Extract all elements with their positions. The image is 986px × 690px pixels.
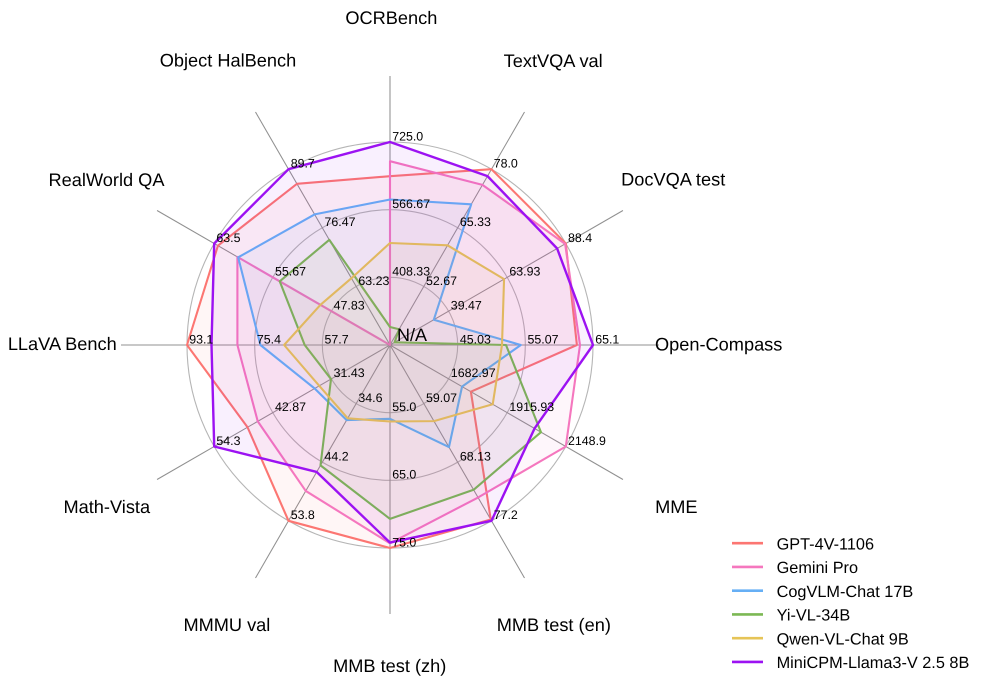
svg-text:55.67: 55.67 [275, 265, 306, 279]
svg-text:Qwen-VL-Chat 9B: Qwen-VL-Chat 9B [777, 630, 909, 648]
svg-text:Gemini Pro: Gemini Pro [777, 559, 858, 577]
svg-text:RealWorld QA: RealWorld QA [49, 170, 166, 190]
svg-text:MMMU val: MMMU val [183, 615, 270, 635]
svg-text:408.33: 408.33 [392, 265, 430, 279]
svg-text:53.8: 53.8 [291, 508, 315, 522]
svg-text:Yi-VL-34B: Yi-VL-34B [777, 607, 851, 625]
svg-text:MiniCPM-Llama3-V 2.5 8B: MiniCPM-Llama3-V 2.5 8B [777, 654, 970, 672]
svg-text:34.6: 34.6 [358, 391, 382, 405]
svg-text:MMB test (zh): MMB test (zh) [333, 656, 446, 676]
svg-text:N/A: N/A [397, 325, 427, 345]
svg-text:63.5: 63.5 [216, 231, 240, 245]
svg-text:78.0: 78.0 [494, 157, 518, 171]
svg-text:MMB test (en): MMB test (en) [497, 615, 611, 635]
svg-text:566.67: 566.67 [392, 197, 430, 211]
svg-text:63.23: 63.23 [358, 274, 389, 288]
svg-text:DocVQA test: DocVQA test [621, 170, 725, 190]
svg-text:65.0: 65.0 [392, 468, 416, 482]
svg-text:65.33: 65.33 [460, 215, 491, 229]
svg-text:88.4: 88.4 [568, 231, 592, 245]
svg-text:Object HalBench: Object HalBench [160, 50, 296, 70]
svg-text:93.1: 93.1 [189, 332, 213, 346]
svg-text:77.2: 77.2 [494, 508, 518, 522]
svg-text:Math-Vista: Math-Vista [63, 497, 150, 517]
svg-text:31.43: 31.43 [334, 366, 365, 380]
svg-text:75.4: 75.4 [257, 332, 281, 346]
svg-text:45.03: 45.03 [460, 332, 491, 346]
svg-text:2148.9: 2148.9 [568, 434, 606, 448]
svg-text:76.47: 76.47 [325, 215, 356, 229]
svg-text:Open-Compass: Open-Compass [655, 334, 782, 354]
svg-text:47.83: 47.83 [334, 299, 365, 313]
svg-text:57.7: 57.7 [325, 332, 349, 346]
svg-text:65.1: 65.1 [595, 332, 619, 346]
svg-text:54.3: 54.3 [216, 434, 240, 448]
svg-text:44.2: 44.2 [325, 450, 349, 464]
svg-text:39.47: 39.47 [451, 299, 482, 313]
svg-text:55.0: 55.0 [392, 400, 416, 414]
svg-text:725.0: 725.0 [392, 129, 423, 143]
svg-text:42.87: 42.87 [275, 400, 306, 414]
svg-text:89.7: 89.7 [291, 157, 315, 171]
svg-text:68.13: 68.13 [460, 450, 491, 464]
svg-text:GPT-4V-1106: GPT-4V-1106 [777, 535, 874, 553]
svg-text:1915.93: 1915.93 [509, 400, 554, 414]
svg-text:OCRBench: OCRBench [345, 8, 437, 28]
svg-text:55.07: 55.07 [528, 332, 559, 346]
svg-text:75.0: 75.0 [392, 535, 416, 549]
svg-text:1682.97: 1682.97 [451, 366, 496, 380]
svg-text:MME: MME [655, 497, 697, 517]
svg-text:52.67: 52.67 [426, 274, 457, 288]
svg-text:CogVLM-Chat 17B: CogVLM-Chat 17B [777, 583, 914, 601]
svg-text:LLaVA Bench: LLaVA Bench [8, 334, 117, 354]
svg-text:TextVQA val: TextVQA val [504, 51, 603, 71]
svg-text:63.93: 63.93 [509, 265, 540, 279]
svg-text:59.07: 59.07 [426, 391, 457, 405]
